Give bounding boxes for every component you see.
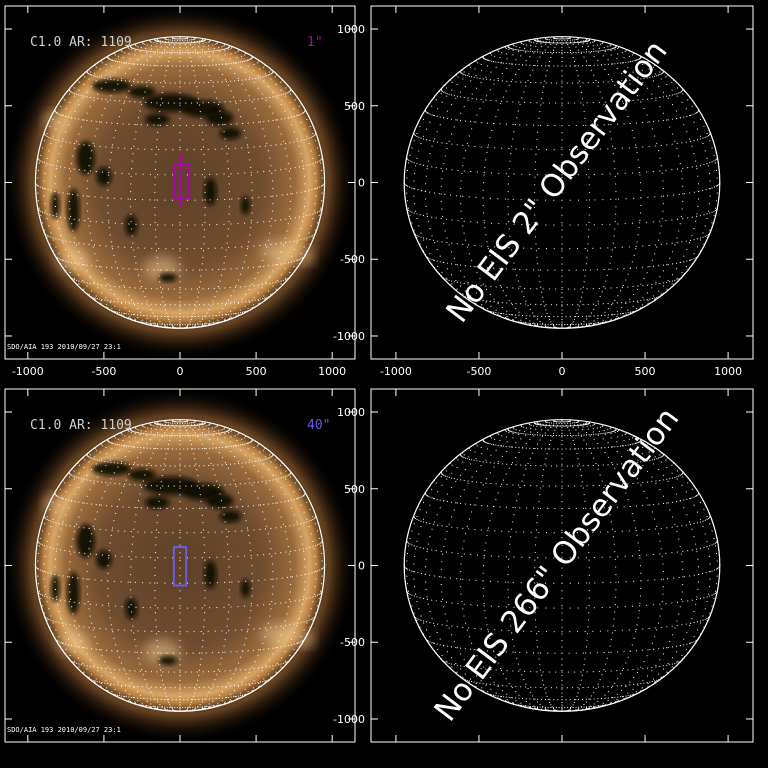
panel-title: C1.0 AR: 1109	[30, 418, 132, 433]
coronal-hole	[205, 493, 234, 509]
solar-limb	[34, 419, 326, 712]
x-tick-label: -500	[91, 365, 116, 378]
coronal-hole	[125, 214, 138, 237]
instrument-footer: SDO/AIA 193 2010/09/27 23:1	[7, 343, 121, 351]
coronal-hole	[219, 127, 241, 140]
coronal-hole	[96, 550, 112, 569]
coronal-hole	[91, 78, 132, 93]
x-tick-label: 0	[559, 365, 566, 378]
y-tick-label: -500	[340, 636, 365, 649]
slit-width-label: 40"	[307, 418, 330, 433]
coronal-hole	[240, 579, 250, 598]
y-tick-label: 0	[358, 177, 365, 190]
x-tick-label: 500	[246, 365, 267, 378]
bright-region	[44, 494, 66, 514]
coronal-hole	[125, 597, 138, 620]
coronal-hole	[128, 85, 156, 99]
solar-limb	[403, 419, 721, 712]
y-tick-label: -1000	[333, 713, 365, 726]
x-tick-label: 1000	[318, 365, 346, 378]
coronal-hole	[219, 510, 241, 523]
coronal-hole	[67, 571, 80, 615]
coronal-hole	[67, 188, 80, 232]
coronal-hole	[204, 177, 217, 206]
y-tick-label: -1000	[333, 330, 365, 343]
coronal-hole	[96, 167, 112, 186]
coronal-hole	[91, 461, 132, 476]
y-tick-label: 500	[344, 100, 365, 113]
y-tick-label: 0	[358, 560, 365, 573]
x-tick-label: -1000	[380, 365, 412, 378]
panel-title: C1.0 AR: 1109	[30, 35, 132, 50]
eis-raster-box	[172, 163, 191, 199]
solar-disk-image	[32, 416, 328, 715]
x-tick-label: -500	[466, 365, 491, 378]
bright-region	[58, 631, 89, 653]
coronal-hole	[158, 273, 177, 283]
panel-1: -1000 -500 0 500 1000 C1.0 AR: 1109 1" SDO/AIA …	[4, 5, 356, 378]
y-tick-label: 500	[344, 483, 365, 496]
coronal-hole	[76, 141, 95, 175]
bright-region	[58, 248, 89, 270]
y-tick-label: -500	[340, 253, 365, 266]
bright-region	[260, 240, 298, 263]
bright-region	[44, 111, 66, 131]
coronal-hole	[50, 574, 60, 603]
instrument-footer: SDO/AIA 193 2010/09/27 23:1	[7, 726, 121, 734]
eis-raster-box	[172, 546, 188, 587]
coronal-hole	[158, 656, 177, 666]
coronal-hole	[204, 560, 217, 589]
x-tick-label: 500	[635, 365, 656, 378]
solar-limb	[403, 36, 721, 329]
heliographic-grid	[403, 420, 721, 712]
x-tick-label: -1000	[12, 365, 44, 378]
y-tick-label: 1000	[337, 23, 365, 36]
coronal-hole	[128, 468, 156, 482]
x-tick-label: 0	[177, 365, 184, 378]
coronal-hole	[240, 196, 250, 215]
coronal-hole	[76, 524, 95, 558]
y-tick-label: 1000	[337, 406, 365, 419]
coronal-hole	[145, 496, 170, 509]
panel-2: -1000 -500 0 500 1000 1000 500 0 -500 -1000 No EIS…	[333, 5, 754, 378]
solar-limb	[34, 36, 326, 329]
x-tick-label: 1000	[714, 365, 742, 378]
slit-width-label: 1"	[307, 35, 323, 50]
panel-3: C1.0 AR: 1109 40" SDO/AIA 193 2010/09/27 2…	[4, 388, 356, 743]
bright-region	[260, 623, 298, 646]
coronal-hole	[205, 110, 234, 126]
no-observation-message: No EIS 2" Observation	[439, 34, 674, 330]
coronal-hole	[145, 113, 170, 126]
coronal-hole	[50, 191, 60, 220]
